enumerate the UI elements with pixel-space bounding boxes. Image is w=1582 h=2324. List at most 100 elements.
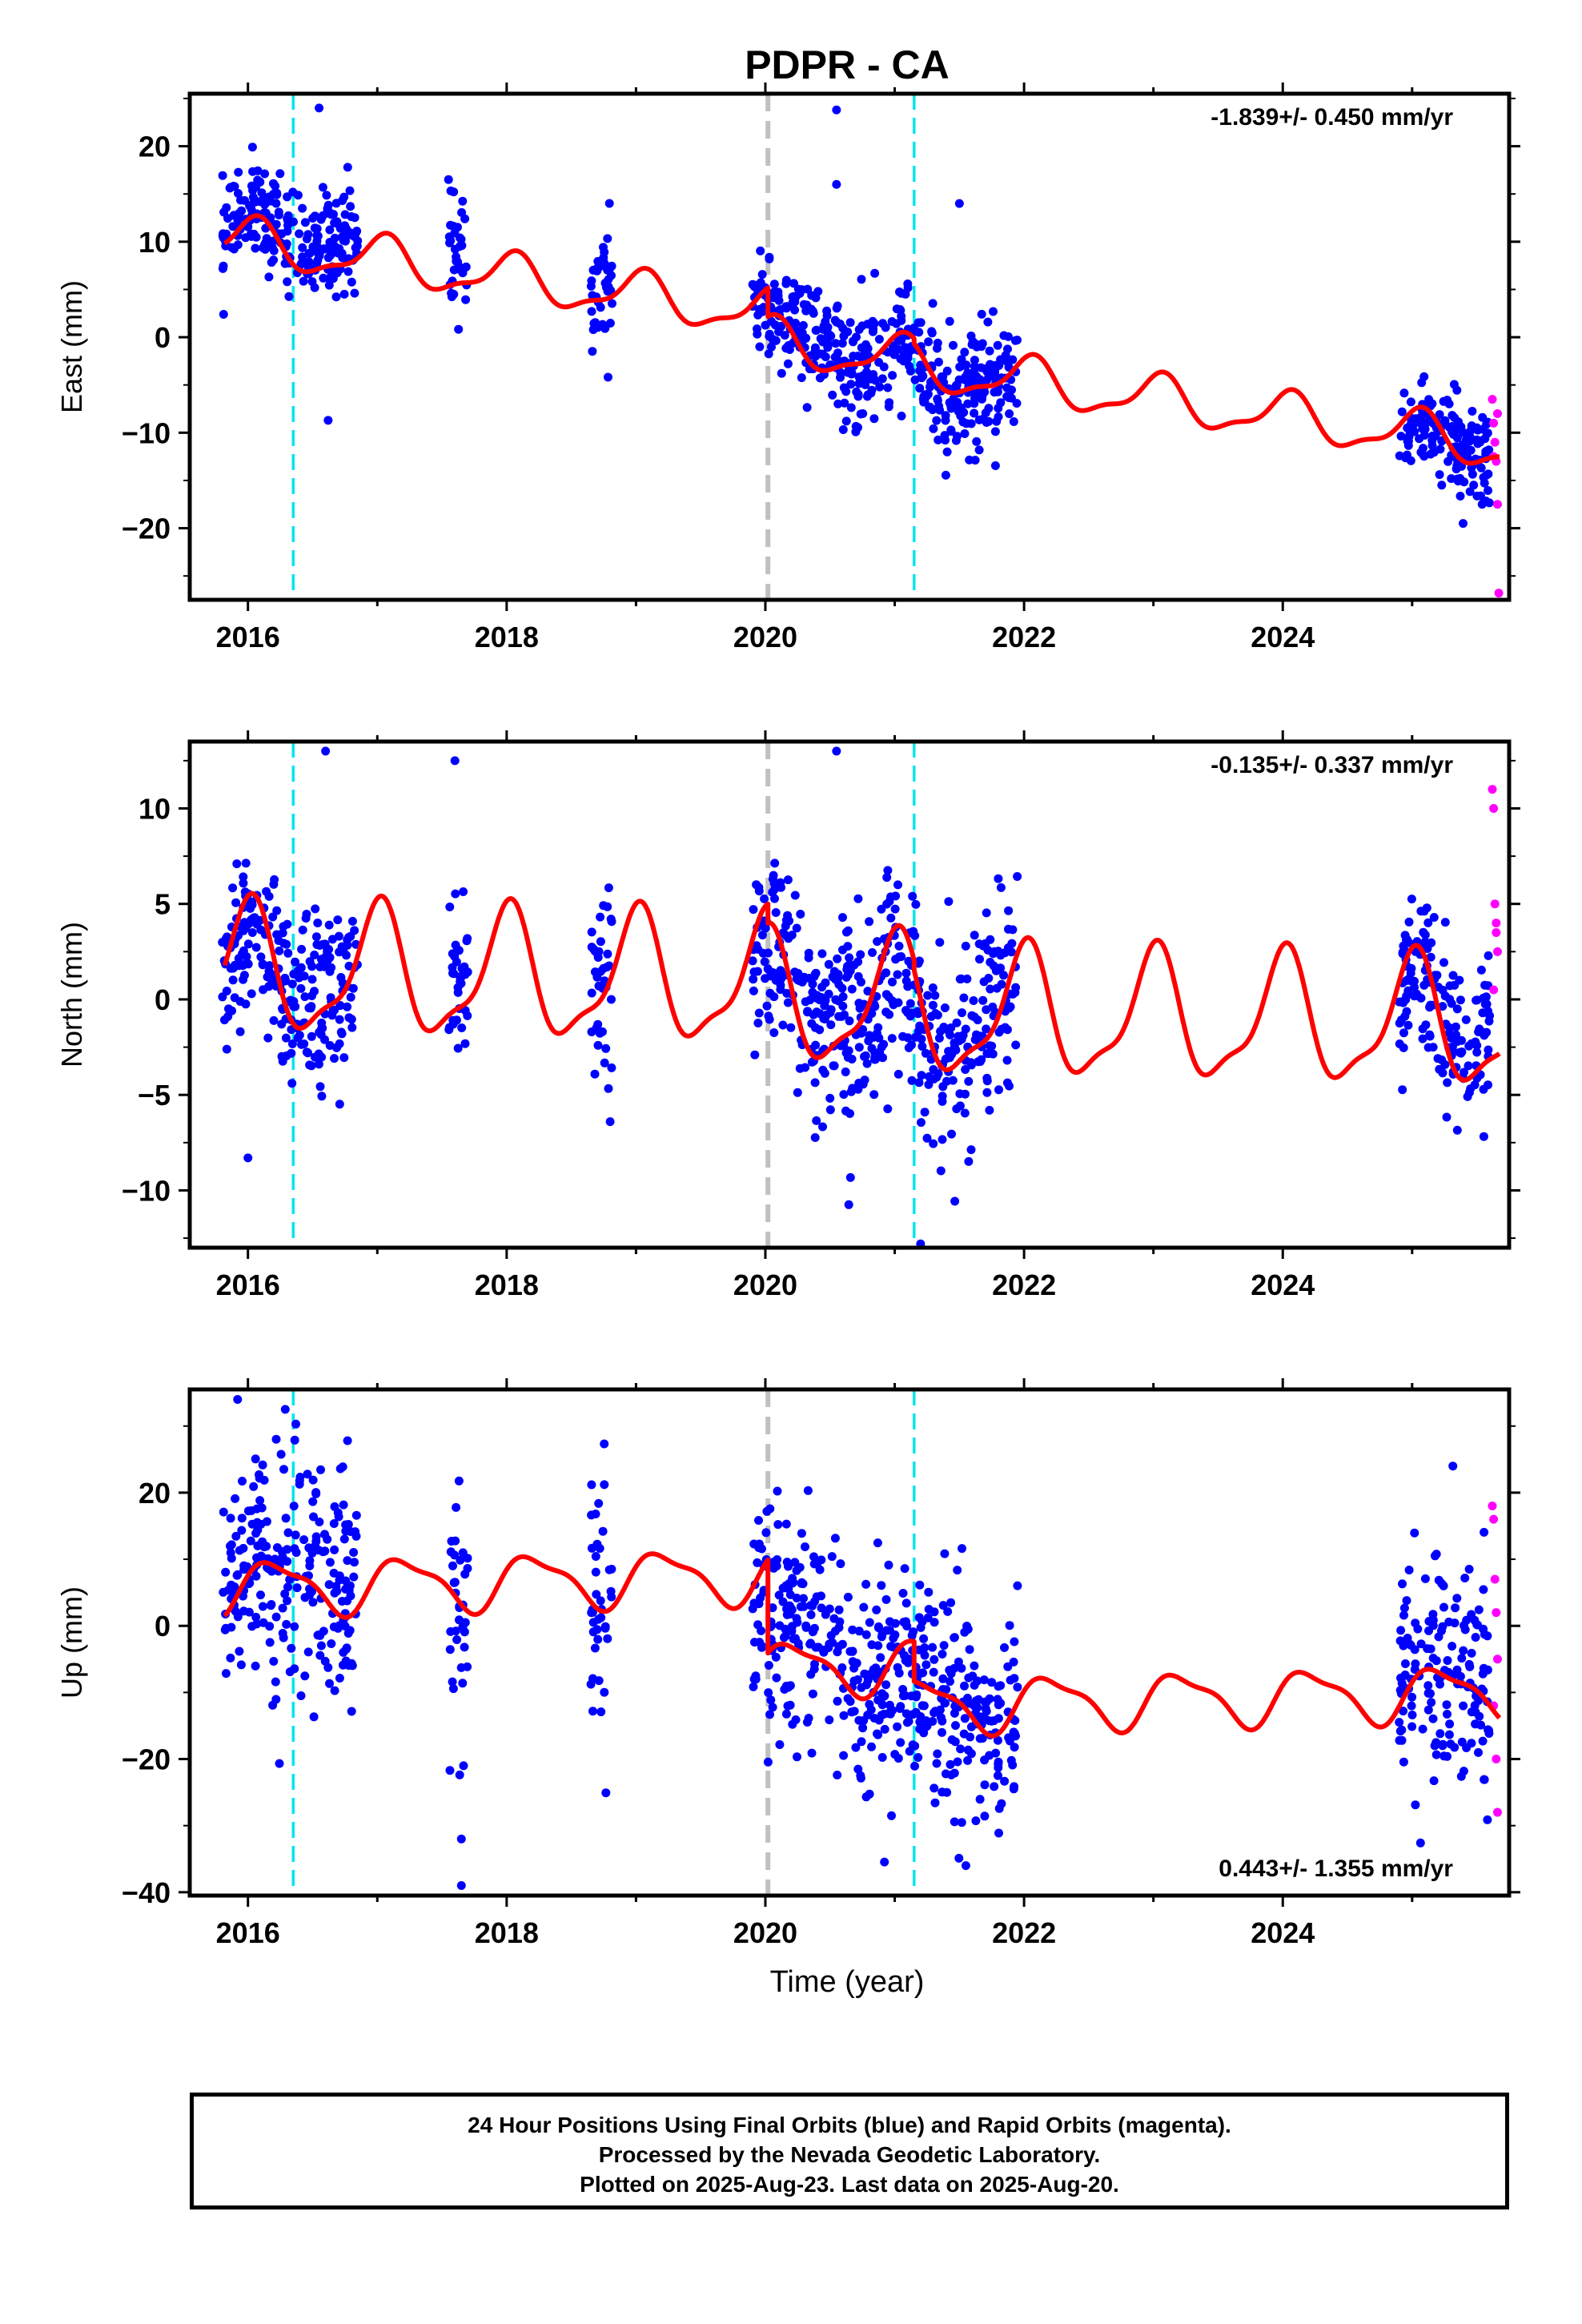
data-point: [921, 390, 930, 400]
data-point: [928, 1642, 938, 1652]
data-point: [588, 347, 597, 356]
data-point: [272, 906, 282, 915]
data-point: [985, 346, 994, 356]
data-point: [802, 403, 812, 412]
data-point: [349, 1548, 359, 1557]
data-point: [950, 1196, 960, 1206]
data-point: [957, 1663, 966, 1673]
data-point: [764, 349, 773, 359]
data-point: [272, 1543, 282, 1552]
data-point: [810, 1078, 820, 1088]
data-point: [843, 1052, 853, 1062]
data-point: [982, 1088, 992, 1097]
data-point: [989, 307, 998, 316]
data-point: [299, 1535, 309, 1545]
data-point: [836, 1559, 845, 1569]
data-point: [748, 956, 757, 966]
data-point: [982, 1073, 992, 1083]
data-point: [851, 1743, 861, 1752]
data-point: [1417, 420, 1427, 429]
data-point: [938, 1727, 946, 1737]
data-point: [857, 1737, 866, 1747]
data-point: [845, 966, 855, 975]
data-point: [343, 1436, 352, 1445]
data-point: [1399, 1603, 1409, 1613]
data-point: [897, 412, 906, 420]
data-point: [946, 427, 956, 436]
data-point: [993, 1695, 1002, 1704]
data-point: [249, 1482, 259, 1491]
data-point: [875, 382, 885, 392]
data-point: [768, 875, 777, 884]
data-point: [1456, 1771, 1466, 1781]
data-point: [460, 214, 470, 223]
data-point: [934, 1033, 944, 1043]
data-point: [234, 167, 243, 177]
data-point: [283, 277, 292, 287]
data-point: [282, 1619, 291, 1629]
data-point: [335, 1100, 344, 1109]
data-point: [460, 1642, 469, 1652]
data-point: [994, 1828, 1003, 1838]
data-point: [990, 388, 999, 397]
data-point: [341, 1584, 351, 1594]
data-point: [775, 1621, 785, 1630]
data-point: [893, 970, 902, 979]
data-point: [287, 979, 297, 989]
data-point: [349, 1572, 359, 1582]
data-point: [826, 1005, 836, 1015]
data-point: [236, 195, 245, 205]
data-point: [449, 187, 459, 197]
data-point: [298, 925, 307, 935]
data-point: [928, 299, 938, 308]
data-point: [974, 445, 984, 455]
data-point: [452, 1502, 461, 1512]
data-point: [1398, 1085, 1407, 1095]
data-point: [784, 934, 793, 943]
data-point: [775, 1740, 785, 1749]
data-point: [1431, 1551, 1439, 1561]
data-point: [885, 897, 894, 907]
data-point: [796, 910, 805, 919]
data-point: [1403, 986, 1413, 995]
data-point: [458, 268, 468, 278]
data-point: [917, 373, 926, 383]
data-point: [591, 1552, 600, 1561]
data-point: [993, 1735, 1002, 1745]
data-point: [853, 1764, 863, 1774]
data-point: [972, 436, 982, 446]
data-point: [238, 1477, 247, 1486]
data-point: [792, 923, 801, 933]
data-point: [251, 1454, 260, 1464]
data-point: [1451, 1603, 1460, 1613]
data-point: [963, 399, 973, 408]
data-point: [777, 368, 786, 378]
data-point: [1003, 332, 1013, 341]
data-point: [291, 1530, 300, 1540]
rapid-orbit-point: [1492, 1755, 1501, 1764]
data-point: [346, 202, 355, 211]
data-point: [323, 200, 333, 210]
data-point: [1440, 918, 1450, 927]
data-point: [874, 335, 884, 344]
data-point: [303, 1048, 312, 1058]
data-point: [749, 986, 758, 995]
data-point: [950, 1042, 959, 1051]
data-point: [801, 1621, 811, 1630]
data-point: [783, 911, 793, 920]
data-point: [986, 935, 995, 944]
data-point: [444, 1025, 454, 1035]
data-point: [279, 1633, 288, 1642]
data-point: [1411, 1800, 1420, 1810]
data-point: [311, 932, 321, 942]
data-point: [788, 1622, 797, 1631]
y-tick-label: 20: [139, 1477, 171, 1510]
data-point: [975, 375, 985, 384]
data-point: [251, 1661, 260, 1671]
data-point: [893, 1069, 903, 1079]
data-point: [1445, 981, 1455, 991]
data-point: [337, 1597, 347, 1606]
data-point: [602, 963, 612, 972]
data-point: [287, 1079, 297, 1088]
data-point: [451, 1536, 460, 1546]
